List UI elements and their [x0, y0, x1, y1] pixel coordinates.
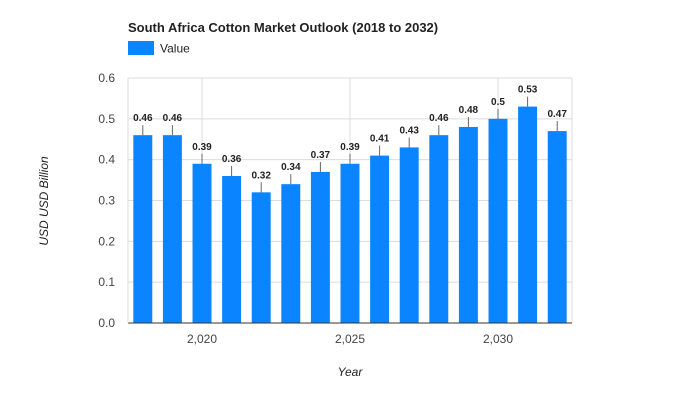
bar — [488, 118, 508, 323]
y-tick-label: 0.3 — [98, 194, 115, 208]
data-label: 0.34 — [281, 162, 301, 173]
bar — [458, 127, 478, 323]
bar — [192, 163, 212, 323]
y-tick-label: 0.0 — [98, 316, 115, 330]
x-tick-label: 2,020 — [187, 332, 217, 346]
y-tick-label: 0.4 — [98, 153, 115, 167]
y-tick-label: 0.5 — [98, 112, 115, 126]
bar — [133, 135, 153, 323]
data-label: 0.43 — [399, 125, 419, 136]
legend-swatch — [128, 41, 154, 55]
x-axis-label: Year — [338, 365, 364, 379]
bar — [310, 171, 330, 323]
y-axis-label: USD USD Billion — [37, 156, 51, 246]
data-label: 0.46 — [133, 113, 153, 124]
data-label: 0.32 — [251, 170, 271, 181]
x-tick-label: 2,030 — [483, 332, 513, 346]
data-label: 0.53 — [518, 85, 538, 96]
x-tick-label: 2,025 — [335, 332, 365, 346]
chart-title: South Africa Cotton Market Outlook (2018… — [128, 20, 438, 35]
bar — [340, 163, 360, 323]
data-labels: 0.46 0.46 0.39 0.36 0.32 0.34 0.37 0.39 0.41 0.43… — [133, 85, 567, 193]
axes: 0.0 0.1 0.2 0.3 0.4 0.5 0.6 2,020 2,025 2,030 — [98, 71, 572, 346]
y-tick-label: 0.2 — [98, 234, 115, 248]
data-label: 0.36 — [222, 154, 242, 165]
data-label: 0.41 — [370, 134, 390, 145]
data-label: 0.48 — [459, 105, 479, 116]
legend: Value — [128, 41, 190, 56]
data-label: 0.37 — [311, 150, 331, 161]
data-label: 0.47 — [547, 109, 567, 120]
bar — [429, 135, 449, 323]
data-label: 0.46 — [429, 113, 449, 124]
bar — [518, 106, 538, 323]
bar — [162, 135, 182, 323]
bars — [133, 106, 567, 323]
data-label: 0.5 — [491, 97, 505, 108]
y-tick-label: 0.1 — [98, 275, 115, 289]
data-label: 0.39 — [192, 142, 212, 153]
y-tick-label: 0.6 — [98, 71, 115, 85]
data-label: 0.39 — [340, 142, 360, 153]
bar — [251, 192, 271, 323]
data-label: 0.46 — [163, 113, 183, 124]
bar — [370, 155, 390, 323]
bar — [281, 184, 301, 323]
bar — [399, 147, 419, 323]
bar — [222, 176, 242, 323]
bar — [547, 131, 567, 323]
legend-label: Value — [160, 42, 190, 56]
